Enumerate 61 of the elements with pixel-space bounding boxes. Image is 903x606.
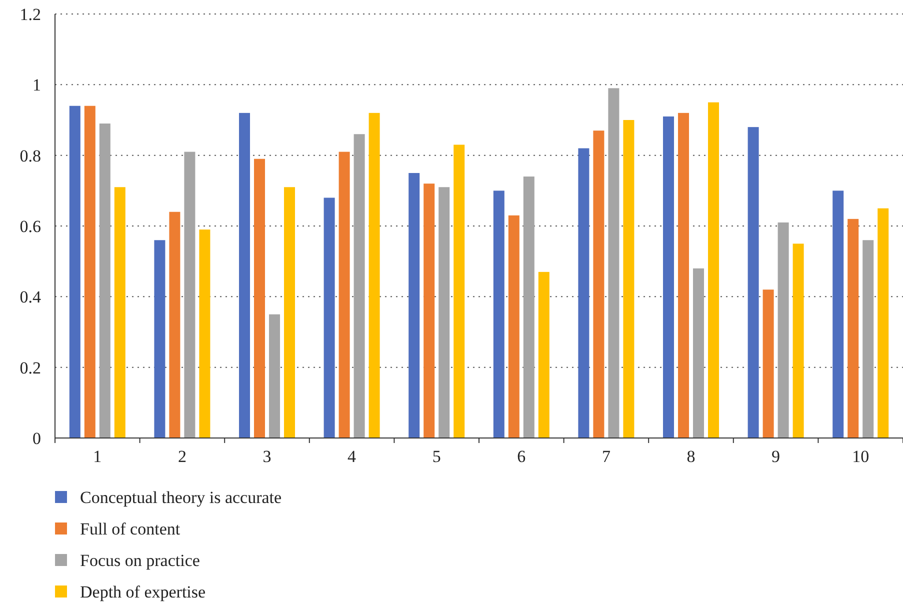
legend-label: Full of content xyxy=(80,519,180,538)
bar xyxy=(324,198,335,438)
bar xyxy=(269,314,280,438)
legend-label: Focus on practice xyxy=(80,550,200,570)
y-tick-label: 1 xyxy=(32,76,41,95)
bar xyxy=(239,112,250,438)
bar xyxy=(578,148,590,438)
x-tick-label: 5 xyxy=(432,447,441,466)
bar xyxy=(454,144,465,438)
bar xyxy=(254,158,265,438)
bar xyxy=(678,112,689,438)
bar xyxy=(862,240,874,438)
bar xyxy=(199,230,210,438)
bar xyxy=(354,134,365,438)
bar xyxy=(708,102,719,438)
y-tick-label: 1.2 xyxy=(20,4,41,24)
legend-label: Conceptual theory is accurate xyxy=(80,488,282,507)
bar xyxy=(778,222,789,438)
bar xyxy=(69,106,80,438)
bar xyxy=(623,120,634,438)
bar xyxy=(848,218,859,438)
x-tick-label: 1 xyxy=(93,447,102,466)
bar xyxy=(438,187,450,438)
x-tick-label: 10 xyxy=(852,447,870,466)
x-tick-label: 8 xyxy=(686,447,696,466)
bar xyxy=(368,112,380,438)
bar xyxy=(493,190,504,438)
bar xyxy=(114,187,126,438)
bar xyxy=(523,176,534,438)
bar xyxy=(338,152,350,438)
bar xyxy=(184,152,196,438)
y-tick-label: 0.4 xyxy=(20,288,42,307)
bar xyxy=(408,173,420,438)
bar xyxy=(792,244,804,438)
bar xyxy=(608,88,620,438)
y-tick-label: 0.2 xyxy=(20,358,41,378)
y-tick-label: 0 xyxy=(32,428,41,448)
x-tick-label: 9 xyxy=(772,447,780,466)
bar xyxy=(593,130,604,438)
x-tick-label: 4 xyxy=(348,447,357,466)
bar xyxy=(424,184,435,438)
bar xyxy=(832,190,844,438)
bar xyxy=(538,272,550,438)
bar xyxy=(693,268,704,438)
bar xyxy=(154,240,166,438)
x-tick-label: 3 xyxy=(262,447,272,466)
bar xyxy=(762,290,774,438)
bar xyxy=(99,124,110,438)
bar xyxy=(169,212,180,438)
x-tick-label: 6 xyxy=(517,447,526,466)
x-tick-label: 2 xyxy=(178,447,186,466)
x-tick-label: 7 xyxy=(602,447,611,466)
bar xyxy=(84,106,96,438)
bar xyxy=(284,187,295,438)
bar xyxy=(508,215,520,438)
y-tick-label: 0.8 xyxy=(20,146,41,166)
bar xyxy=(663,116,674,438)
y-tick-label: 0.6 xyxy=(20,216,41,236)
bar xyxy=(878,208,889,438)
legend-label: Depth of expertise xyxy=(80,582,206,602)
bar xyxy=(748,127,759,438)
